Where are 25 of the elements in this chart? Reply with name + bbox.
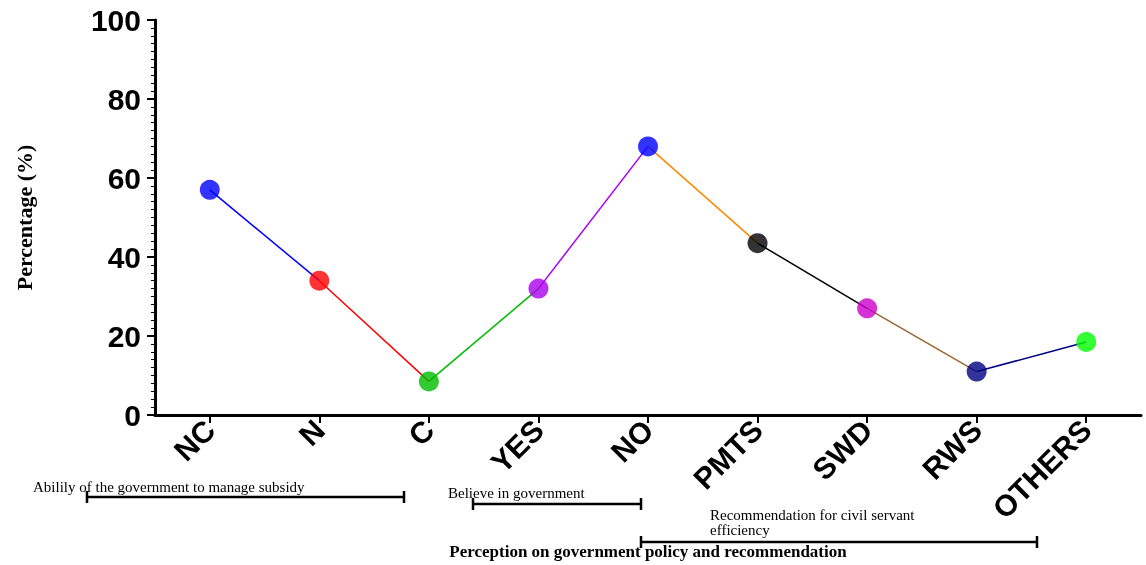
x-axis-title: Perception on government policy and recommendation	[449, 542, 848, 561]
y-tick-label: 100	[90, 3, 141, 37]
y-axis-title: Percentage (%)	[11, 144, 37, 291]
y-tick-label: 0	[124, 398, 141, 432]
point	[199, 179, 220, 200]
x-tick-label: C	[401, 413, 441, 452]
y-tick-label: 20	[107, 319, 141, 353]
point	[309, 270, 330, 291]
point	[966, 361, 987, 382]
y-tick-label: 60	[107, 161, 141, 195]
point	[747, 233, 768, 254]
point	[528, 278, 549, 299]
point	[1076, 331, 1097, 352]
text: Believe in government	[448, 484, 586, 501]
point	[638, 136, 658, 157]
text: Recommendation for civil servant efficiency	[710, 506, 919, 538]
x-tick-label: NO	[604, 413, 660, 469]
point	[418, 371, 439, 392]
text: Abilily of the government to manage subsidy	[33, 478, 306, 495]
y-tick-label: 80	[107, 82, 141, 116]
y-tick-label: 40	[107, 240, 141, 274]
x-tick-label: N	[292, 413, 331, 452]
point	[857, 298, 878, 319]
x-tick-label: NC	[167, 413, 222, 468]
x-tick-label: YES	[484, 413, 551, 480]
